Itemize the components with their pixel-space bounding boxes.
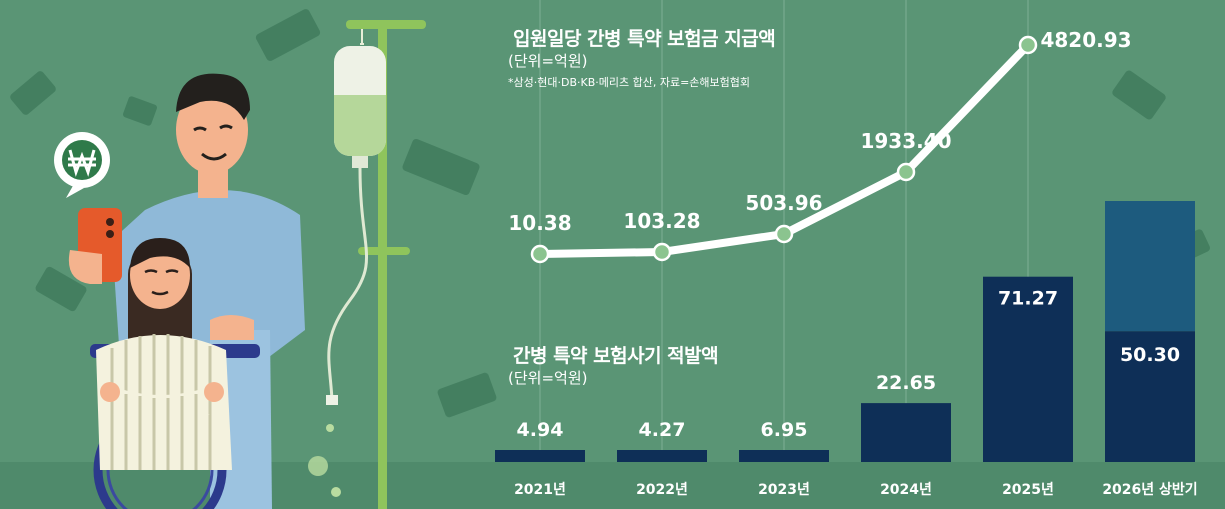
line-data-label: 103.28: [623, 209, 700, 233]
line-chart-source: *삼성·현대·DB·KB·메리츠 합산, 자료=손해보험협회: [508, 76, 751, 89]
x-tick-label: 2025년: [1002, 482, 1054, 498]
line-data-label: 503.96: [745, 191, 822, 215]
line-point: [896, 162, 916, 182]
line-data-label: 4820.93: [1040, 28, 1131, 52]
bar-chart-unit: (단위=억원): [508, 369, 588, 387]
bar: [739, 450, 829, 462]
bar: [495, 450, 585, 462]
x-tick-label: 2023년: [758, 482, 810, 498]
bar-data-label: 6.95: [761, 419, 808, 441]
bar-data-label: 4.27: [639, 419, 686, 441]
bar: [983, 276, 1073, 462]
bar-chart-title: 간병 특약 보험사기 적발액: [513, 345, 719, 367]
bar-data-label: 22.65: [876, 372, 936, 394]
line-point: [774, 224, 794, 244]
bar-data-label: 50.30: [1120, 344, 1180, 366]
x-tick-label: 2022년: [636, 482, 688, 498]
bar-highlight-segment: [1105, 201, 1195, 332]
line-data-label: 1933.40: [860, 129, 951, 153]
bar: [861, 403, 951, 462]
line-point: [1018, 35, 1038, 55]
bar: [617, 450, 707, 462]
bar-data-label: 71.27: [998, 288, 1058, 310]
bar: [1105, 331, 1195, 462]
line-chart-unit: (단위=억원): [508, 52, 588, 70]
x-tick-label: 2021년: [514, 482, 566, 498]
line-data-label: 10.38: [508, 211, 571, 235]
line-point: [530, 244, 550, 264]
x-tick-label: 2026년 상반기: [1102, 481, 1197, 498]
bar-data-label: 4.94: [517, 419, 564, 441]
x-tick-label: 2024년: [880, 482, 932, 498]
line-point: [652, 242, 672, 262]
line-chart-title: 입원일당 간병 특약 보험금 지급액: [513, 28, 776, 50]
